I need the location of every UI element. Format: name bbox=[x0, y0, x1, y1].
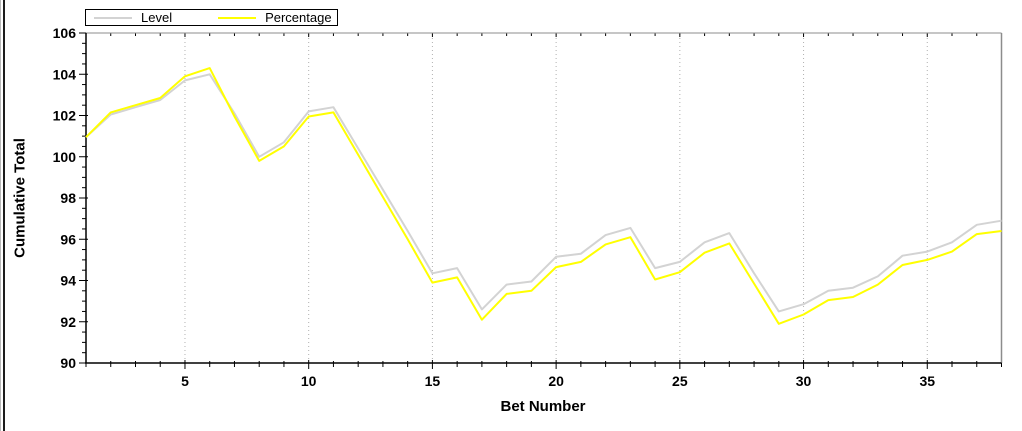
x-tick-label: 30 bbox=[796, 373, 812, 389]
y-tick-label: 92 bbox=[60, 314, 76, 330]
legend: Level Percentage bbox=[85, 9, 338, 26]
x-tick-label: 5 bbox=[181, 373, 189, 389]
y-tick-label: 106 bbox=[53, 25, 77, 41]
window-border-light bbox=[0, 0, 1, 431]
y-tick-label: 102 bbox=[53, 108, 77, 124]
legend-label-level: Level bbox=[141, 10, 173, 25]
x-tick-label: 35 bbox=[919, 373, 935, 389]
y-tick-label: 104 bbox=[53, 66, 77, 82]
legend-line-sample-level bbox=[94, 16, 132, 19]
y-tick-label: 98 bbox=[60, 190, 76, 206]
y-tick-label: 96 bbox=[60, 231, 76, 247]
y-tick-label: 100 bbox=[53, 149, 77, 165]
y-tick-label: 90 bbox=[60, 355, 76, 371]
x-tick-label: 25 bbox=[672, 373, 688, 389]
y-axis-title: Cumulative Total bbox=[11, 138, 29, 258]
window-border-dark bbox=[3, 0, 5, 431]
series-line-level bbox=[85, 73, 1002, 313]
x-axis-title: Bet Number bbox=[500, 398, 586, 415]
legend-label-percentage: Percentage bbox=[265, 10, 332, 25]
x-tick-label: 10 bbox=[301, 373, 317, 389]
legend-line-sample-percentage bbox=[218, 16, 257, 19]
x-tick-label: 15 bbox=[425, 373, 441, 389]
y-tick-label: 94 bbox=[60, 273, 76, 289]
x-tick-label: 20 bbox=[548, 373, 564, 389]
series-line-percentage bbox=[85, 67, 1002, 325]
